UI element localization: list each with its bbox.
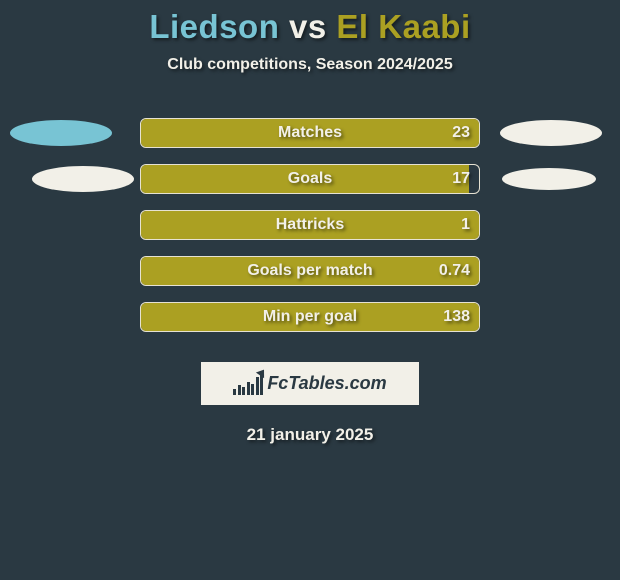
chart-row: Matches23 <box>0 118 620 164</box>
date-text: 21 january 2025 <box>0 425 620 445</box>
fctables-logo: FcTables.com <box>201 362 419 405</box>
bar-value: 138 <box>443 302 470 332</box>
comparison-chart: Matches23Goals17Hattricks1Goals per matc… <box>0 118 620 348</box>
player2-name: El Kaabi <box>336 8 470 45</box>
chart-row: Hattricks1 <box>0 210 620 256</box>
bar-value: 1 <box>461 210 470 240</box>
bar-value: 17 <box>452 164 470 194</box>
bar-label: Goals per match <box>140 256 480 286</box>
bar-label: Goals <box>140 164 480 194</box>
logo-text: FcTables.com <box>267 373 386 394</box>
bar-label: Min per goal <box>140 302 480 332</box>
player2-marker-icon <box>502 168 596 190</box>
chart-row: Goals per match0.74 <box>0 256 620 302</box>
bar-value: 23 <box>452 118 470 148</box>
page-title: Liedson vs El Kaabi <box>0 0 620 46</box>
chart-row: Min per goal138 <box>0 302 620 348</box>
player2-marker-icon <box>500 120 602 146</box>
subtitle: Club competitions, Season 2024/2025 <box>0 56 620 74</box>
logo-bars-icon <box>233 373 263 395</box>
chart-row: Goals17 <box>0 164 620 210</box>
player1-name: Liedson <box>149 8 279 45</box>
bar-label: Hattricks <box>140 210 480 240</box>
bar-value: 0.74 <box>439 256 470 286</box>
player1-marker-icon <box>10 120 112 146</box>
vs-text: vs <box>279 8 336 45</box>
player1-marker-icon <box>32 166 134 192</box>
bar-label: Matches <box>140 118 480 148</box>
